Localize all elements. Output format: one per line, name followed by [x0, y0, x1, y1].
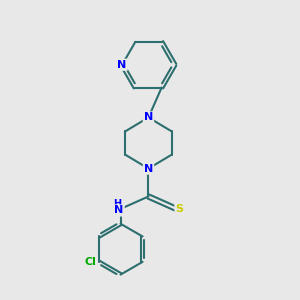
Text: Cl: Cl	[85, 257, 97, 267]
Text: N: N	[118, 60, 127, 70]
Text: N: N	[114, 206, 124, 215]
Text: N: N	[144, 112, 153, 122]
Text: S: S	[176, 204, 183, 214]
Text: H: H	[113, 199, 121, 209]
Text: N: N	[144, 164, 153, 174]
